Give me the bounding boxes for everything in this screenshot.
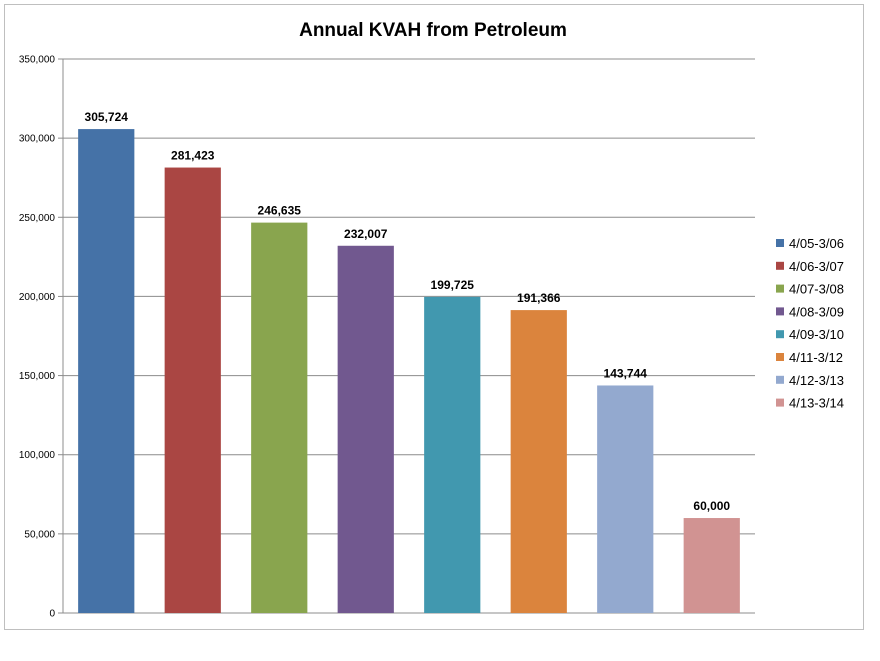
y-tick-label: 150,000 <box>19 371 56 382</box>
data-label: 232,007 <box>344 227 388 241</box>
data-label: 281,423 <box>171 149 215 163</box>
data-label: 305,724 <box>85 110 129 124</box>
data-label: 246,635 <box>258 204 302 218</box>
data-label: 60,000 <box>693 499 730 513</box>
legend-swatch <box>776 353 784 361</box>
data-label: 199,725 <box>431 278 475 292</box>
bar <box>251 222 308 613</box>
data-labels: 305,724 281,423 246,635 232,007 199,725 191,3… <box>85 110 731 513</box>
y-tick-label: 200,000 <box>19 292 56 303</box>
y-tick-label: 250,000 <box>19 213 56 224</box>
y-tick-label: 0 <box>49 609 55 620</box>
bar <box>510 310 567 613</box>
data-label: 143,744 <box>604 366 648 380</box>
bar <box>597 385 654 613</box>
bar <box>78 129 135 613</box>
bar <box>337 245 394 614</box>
legend-swatch <box>776 239 784 247</box>
data-label: 191,366 <box>517 291 561 305</box>
legend-label: 4/09-3/10 <box>789 327 844 342</box>
legend-label: 4/11-3/12 <box>789 350 843 365</box>
legend-label: 4/06-3/07 <box>789 259 844 274</box>
y-tick-label: 350,000 <box>19 55 56 66</box>
legend-swatch <box>776 330 784 339</box>
legend-swatch <box>776 398 784 407</box>
legend-label: 4/08-3/09 <box>789 304 844 319</box>
bar <box>424 296 481 613</box>
chart-title: Annual KVAH from Petroleum <box>299 20 567 41</box>
y-tick-label: 50,000 <box>24 529 55 540</box>
legend-label: 4/12-3/13 <box>789 373 844 388</box>
y-tick-label: 100,000 <box>19 450 56 461</box>
legend-swatch <box>776 375 784 384</box>
y-tick-label: 300,000 <box>19 134 56 145</box>
legend-label: 4/05-3/06 <box>789 236 844 251</box>
legend-swatch <box>776 261 784 270</box>
legend-swatch <box>776 284 784 293</box>
bar <box>164 167 221 613</box>
legend-label: 4/07-3/08 <box>789 282 844 297</box>
legend-label: 4/13-3/14 <box>789 396 844 411</box>
legend: 4/05-3/06 4/06-3/07 4/07-3/08 4/08-3/09 4/09… <box>776 236 844 411</box>
legend-swatch <box>776 307 784 316</box>
bar <box>683 518 740 613</box>
bars <box>78 129 740 614</box>
